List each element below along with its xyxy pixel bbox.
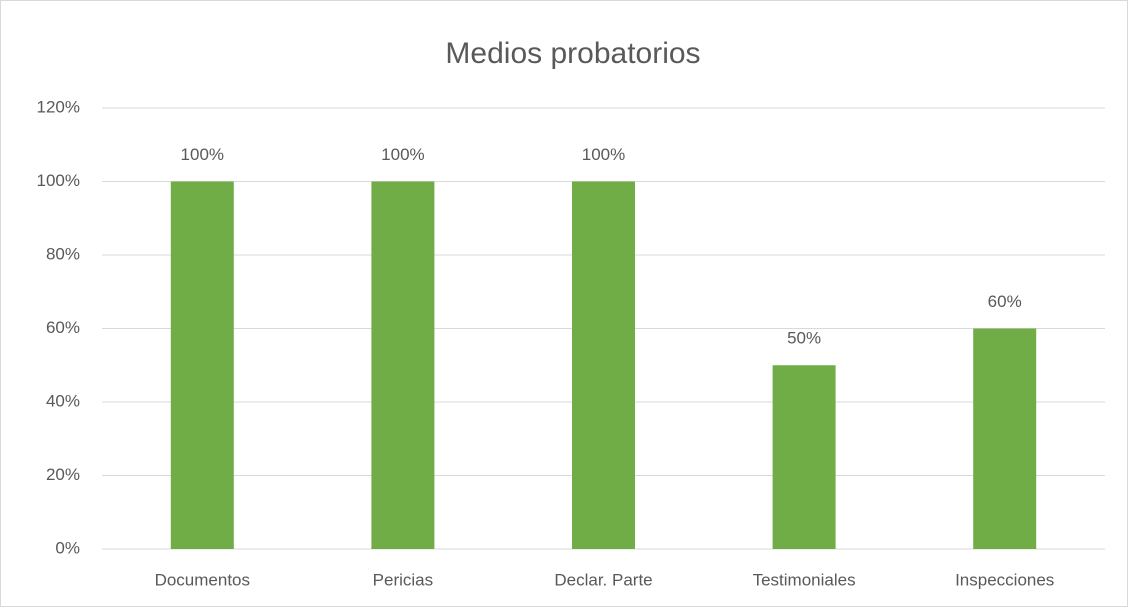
x-tick-label: Declar. Parte — [554, 570, 652, 589]
data-label: 50% — [787, 329, 821, 348]
x-tick-label: Documentos — [155, 570, 250, 589]
chart-title: Medios probatorios — [445, 37, 700, 70]
y-tick-label: 60% — [46, 318, 80, 337]
y-tick-label: 80% — [46, 244, 80, 263]
y-tick-label: 20% — [46, 465, 80, 484]
bar — [371, 181, 435, 549]
data-label: 100% — [181, 145, 224, 164]
bar — [170, 181, 234, 549]
y-tick-label: 40% — [46, 391, 80, 410]
y-tick-label: 120% — [37, 97, 80, 116]
data-label: 100% — [582, 145, 625, 164]
x-tick-label: Testimoniales — [753, 570, 856, 589]
data-label: 60% — [988, 292, 1022, 311]
x-tick-label: Inspecciones — [955, 570, 1054, 589]
bar — [572, 181, 635, 549]
bar — [973, 328, 1037, 549]
x-tick-label: Pericias — [373, 570, 433, 589]
y-tick-label: 0% — [55, 538, 80, 557]
y-tick-label: 100% — [37, 171, 80, 190]
data-label: 100% — [381, 145, 424, 164]
bar — [772, 365, 836, 549]
